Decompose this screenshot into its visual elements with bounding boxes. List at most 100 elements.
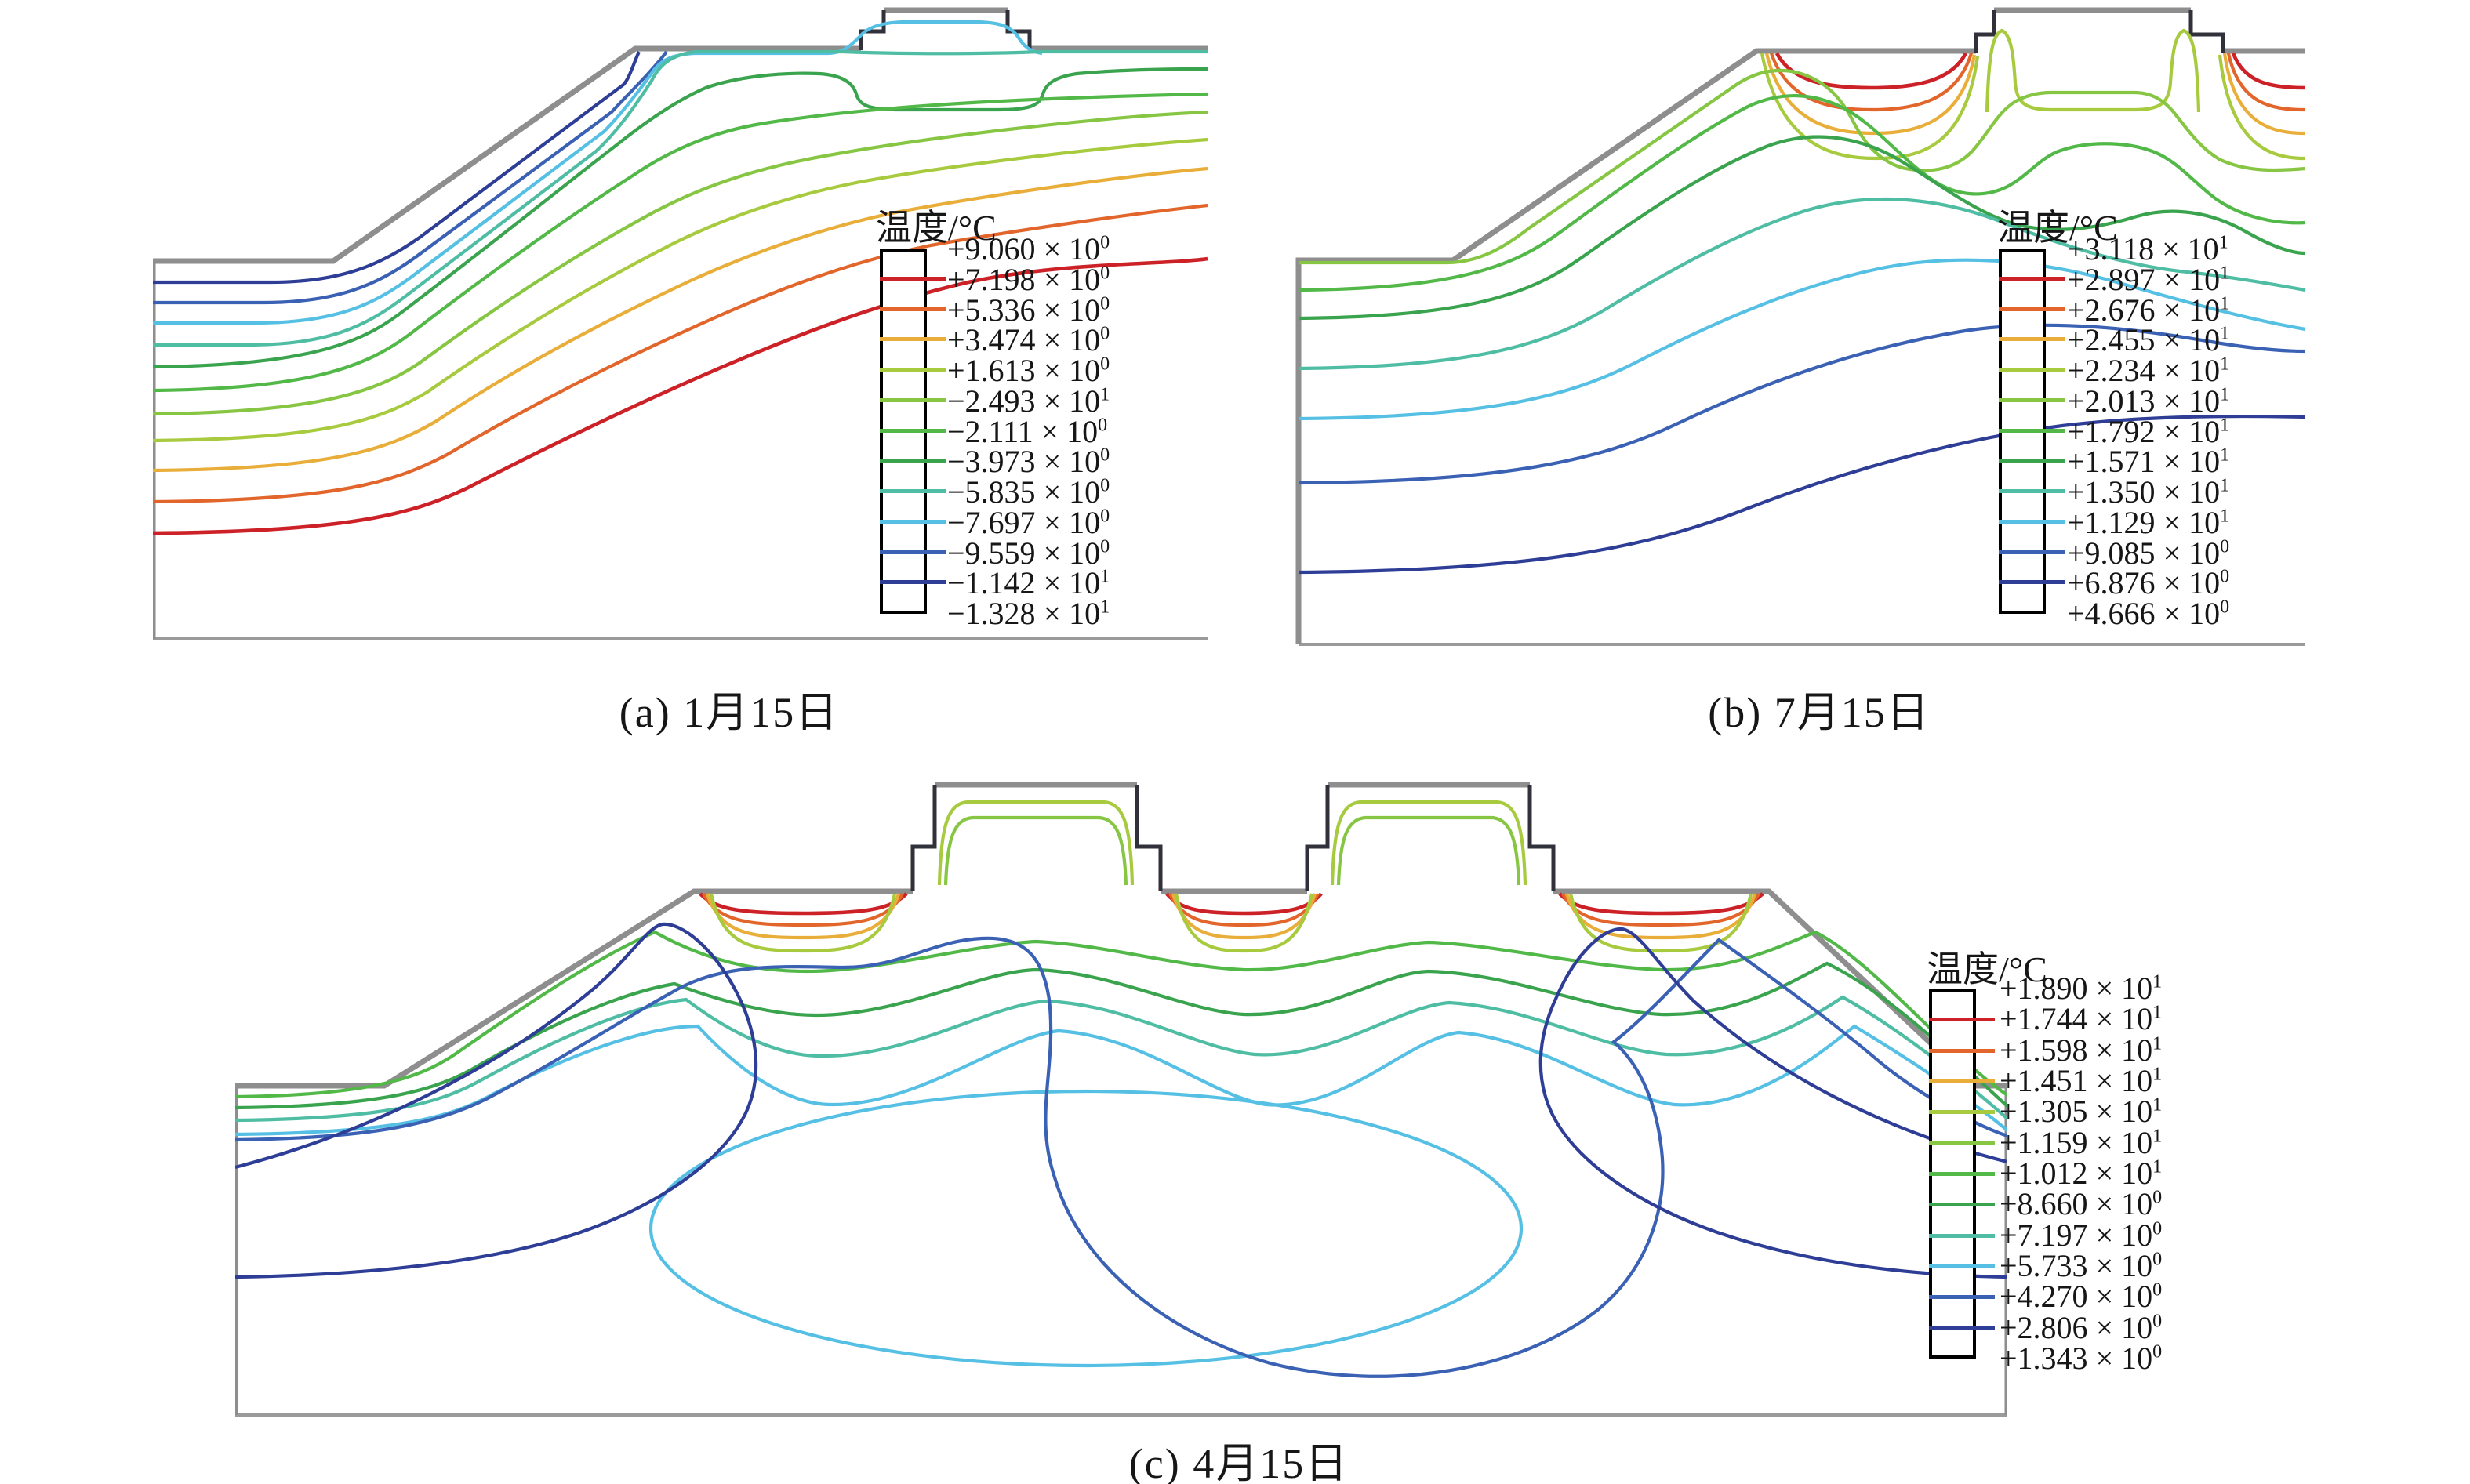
legend-tick bbox=[1929, 1110, 1995, 1115]
legend-b-title: 温度/°C bbox=[1997, 208, 2118, 248]
roof-structure-outline bbox=[1974, 10, 2225, 53]
legend-row: +3.474 × 100 bbox=[947, 322, 1110, 358]
legend-row: +9.085 × 100 bbox=[2067, 535, 2230, 571]
legend-tick bbox=[880, 337, 946, 342]
legend-row: +1.744 × 101 bbox=[2000, 1001, 2163, 1037]
hammock-yellowgreen-left bbox=[1760, 53, 1980, 161]
legend-tick bbox=[880, 519, 946, 524]
contour-line-teal bbox=[1298, 197, 2306, 371]
legend-row: +8.660 × 100 bbox=[2000, 1186, 2163, 1222]
contour-line-green bbox=[153, 92, 1208, 393]
legend-tick bbox=[1999, 428, 2065, 433]
roof-structures-outline bbox=[910, 785, 1556, 891]
legend-row: +2.806 × 100 bbox=[2000, 1309, 2163, 1345]
contour-line-red bbox=[153, 256, 1208, 535]
legend-tick bbox=[1929, 1079, 1995, 1083]
legend-tick bbox=[880, 428, 946, 433]
hammock-red-3 bbox=[1558, 892, 1764, 916]
wave-green-dark bbox=[235, 961, 2007, 1110]
legend-row: +1.012 × 101 bbox=[2000, 1156, 2163, 1191]
contour-line-green-dark bbox=[153, 67, 1208, 369]
box2-trace-green-light bbox=[1336, 815, 1521, 886]
legend-row: +3.118 × 101 bbox=[2067, 231, 2228, 267]
legend-tick bbox=[1999, 397, 2065, 402]
hammock-amber-3 bbox=[1564, 893, 1757, 940]
hammock-orange-2 bbox=[1168, 893, 1320, 927]
contour-plot-a bbox=[153, 7, 1208, 640]
box1-trace-yellowgreen bbox=[937, 800, 1135, 886]
legend-tick bbox=[1929, 1203, 1995, 1207]
legend-row: +4.666 × 100 bbox=[2067, 596, 2230, 631]
legend-tick bbox=[1929, 1172, 1995, 1176]
core-loop-cyan bbox=[648, 1089, 1524, 1368]
legend-row: +6.876 × 100 bbox=[2067, 565, 2230, 601]
legend-row: +1.129 × 101 bbox=[2067, 504, 2230, 540]
legend-row: +5.733 × 100 bbox=[2000, 1248, 2163, 1283]
legend-row: −1.328 × 101 bbox=[947, 596, 1110, 631]
legend-row: +7.198 × 100 bbox=[947, 261, 1110, 297]
legend-row: +1.890 × 101 bbox=[2000, 971, 2163, 1006]
box2-trace-yellowgreen bbox=[1330, 800, 1527, 886]
legend-tick bbox=[1929, 1048, 1995, 1053]
contour-line-orange bbox=[153, 203, 1208, 504]
legend-tick bbox=[880, 550, 946, 554]
contour-line-navy bbox=[1298, 414, 2306, 575]
legend-tick bbox=[1999, 550, 2065, 554]
contour-line-green-light bbox=[153, 110, 1208, 416]
terrain-outline bbox=[1295, 7, 2305, 644]
legend-row: +4.270 × 100 bbox=[2000, 1279, 2163, 1315]
legend-row: −5.835 × 100 bbox=[947, 474, 1110, 510]
contour-line-green-dark bbox=[1298, 135, 2306, 321]
legend-row: +2.897 × 101 bbox=[2067, 261, 2230, 297]
contour-line-amber bbox=[153, 166, 1208, 473]
contour-line-green-light bbox=[1299, 68, 2306, 265]
roof-structure-outline bbox=[859, 10, 1032, 50]
legend-tick bbox=[1999, 276, 2065, 281]
legend-tick bbox=[880, 489, 946, 493]
wave-cyan bbox=[235, 1024, 2007, 1137]
structure-trace-yellowgreen bbox=[1985, 28, 2201, 113]
hook-navy-right bbox=[1538, 927, 2007, 1279]
hammock-orange-left bbox=[1770, 53, 1974, 112]
legend-row: +7.197 × 100 bbox=[2000, 1217, 2163, 1253]
legend-tick bbox=[880, 397, 946, 402]
legend-row: +2.234 × 101 bbox=[2067, 353, 2230, 388]
legend-tick bbox=[880, 307, 946, 311]
wave-green bbox=[235, 930, 2007, 1099]
contour-line-cyan bbox=[1298, 258, 2306, 421]
legend-tick bbox=[1999, 368, 2065, 372]
legend-tick bbox=[1999, 337, 2065, 342]
hammock-amber-right bbox=[2222, 53, 2306, 136]
legend-tick bbox=[1999, 489, 2065, 493]
legend-c-title: 温度/°C bbox=[1927, 949, 2047, 989]
hammock-orange-1 bbox=[702, 893, 904, 927]
hammock-yellowgreen-1 bbox=[709, 893, 897, 953]
hammock-yellowgreen-3 bbox=[1568, 893, 1753, 953]
legend-tick bbox=[880, 276, 946, 281]
hammock-red-right bbox=[2231, 53, 2306, 90]
legend-tick bbox=[1999, 459, 2065, 463]
legend-row: +1.350 × 101 bbox=[2067, 474, 2230, 510]
legend-tick bbox=[1929, 1141, 1995, 1145]
legend-row: +1.613 × 100 bbox=[947, 353, 1110, 388]
legend-tick bbox=[880, 459, 946, 463]
legend-row: −9.559 × 100 bbox=[947, 535, 1110, 571]
legend-tick bbox=[1999, 580, 2065, 585]
legend-row: +2.676 × 101 bbox=[2067, 292, 2230, 328]
caption-a: (a) 1月15日 bbox=[619, 689, 840, 736]
legend-tick bbox=[880, 368, 946, 372]
hammock-amber-2 bbox=[1171, 893, 1317, 940]
legend-row: +1.305 × 101 bbox=[2000, 1094, 2163, 1130]
legend-row: +1.451 × 101 bbox=[2000, 1063, 2163, 1098]
hammock-red-2 bbox=[1165, 892, 1323, 916]
legend-tick bbox=[1999, 519, 2065, 524]
legend-tick bbox=[1929, 1326, 1995, 1330]
contour-line-blue bbox=[153, 50, 668, 305]
hammock-orange-3 bbox=[1561, 893, 1760, 927]
deep-loop-blue bbox=[235, 936, 2007, 1378]
legend-tick bbox=[1929, 1233, 1995, 1238]
caption-b: (b) 7月15日 bbox=[1708, 689, 1931, 736]
legend-row: −7.697 × 100 bbox=[947, 504, 1110, 540]
contour-plot-b bbox=[1295, 7, 2306, 646]
